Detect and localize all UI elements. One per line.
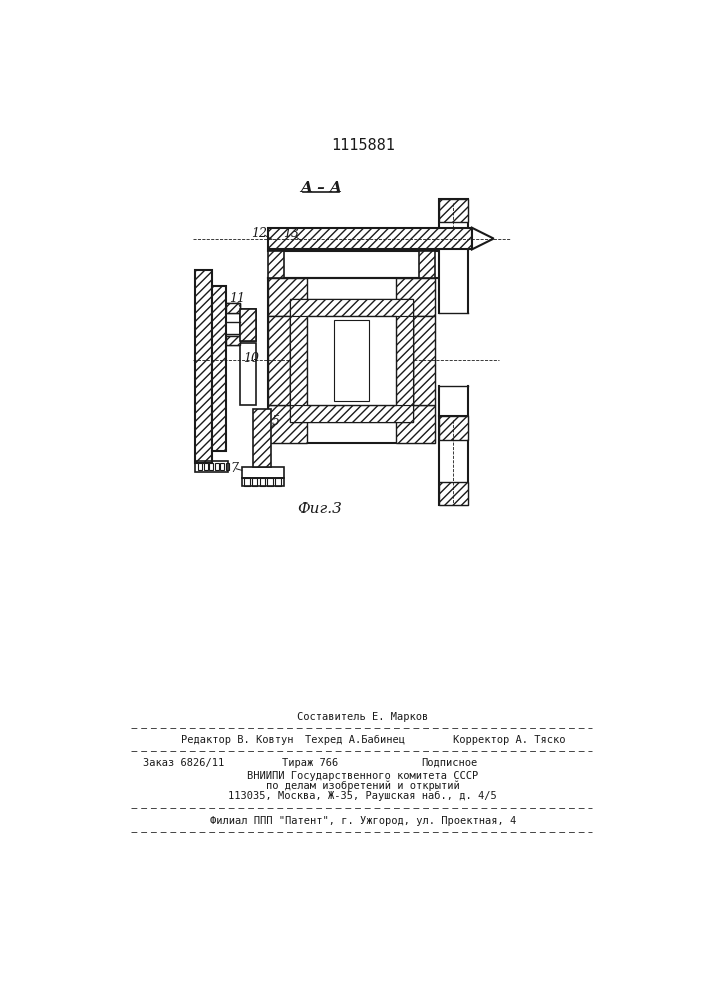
- Text: Фиг.3: Фиг.3: [297, 502, 341, 516]
- Text: Подписное: Подписное: [421, 758, 478, 768]
- Bar: [199, 463, 202, 470]
- Bar: [438, 482, 468, 505]
- Bar: [259, 478, 265, 486]
- Bar: [226, 303, 240, 312]
- Text: 11: 11: [229, 292, 245, 305]
- Text: 12: 12: [251, 227, 267, 240]
- Bar: [419, 251, 435, 278]
- Bar: [226, 303, 240, 312]
- Bar: [242, 466, 284, 478]
- Bar: [334, 320, 369, 401]
- Bar: [438, 199, 468, 222]
- Text: Редактор В. Ковтун: Редактор В. Ковтун: [182, 735, 294, 745]
- Text: Составитель Е. Марков: Составитель Е. Марков: [297, 712, 428, 722]
- Bar: [268, 278, 307, 316]
- Bar: [268, 316, 290, 405]
- Bar: [267, 478, 273, 486]
- Text: Тираж 766: Тираж 766: [282, 758, 339, 768]
- Text: по делам изобретений и открытий: по делам изобретений и открытий: [266, 781, 460, 791]
- Bar: [438, 416, 468, 440]
- Polygon shape: [472, 228, 493, 249]
- Text: Техред А.Бабинец: Техред А.Бабинец: [305, 735, 405, 745]
- Text: ВНИИПИ Государственного комитета СССР: ВНИИПИ Государственного комитета СССР: [247, 771, 479, 781]
- Bar: [275, 478, 281, 486]
- Bar: [244, 478, 250, 486]
- Bar: [307, 316, 396, 405]
- Bar: [212, 286, 226, 451]
- Bar: [226, 336, 240, 345]
- Bar: [268, 405, 307, 443]
- Text: Корректор А. Тяско: Корректор А. Тяско: [452, 735, 565, 745]
- Bar: [290, 299, 413, 422]
- Text: A – A: A – A: [300, 181, 341, 195]
- Bar: [290, 405, 413, 422]
- Bar: [396, 405, 435, 443]
- Text: Филиал ППП "Патент", г. Ужгород, ул. Проектная, 4: Филиал ППП "Патент", г. Ужгород, ул. Про…: [209, 816, 516, 826]
- Text: 113035, Москва, Ж-35, Раушская наб., д. 4/5: 113035, Москва, Ж-35, Раушская наб., д. …: [228, 791, 497, 801]
- Bar: [226, 463, 230, 470]
- Bar: [209, 463, 213, 470]
- Bar: [396, 278, 435, 316]
- Bar: [226, 336, 240, 345]
- Bar: [252, 478, 257, 486]
- Bar: [240, 309, 256, 341]
- Bar: [220, 463, 224, 470]
- Bar: [215, 463, 218, 470]
- Bar: [195, 270, 212, 463]
- Bar: [413, 316, 435, 405]
- Text: 5: 5: [272, 415, 280, 428]
- Bar: [204, 463, 208, 470]
- Bar: [438, 416, 468, 505]
- Bar: [253, 409, 271, 466]
- Text: 7: 7: [230, 462, 238, 475]
- Bar: [268, 278, 435, 443]
- Bar: [438, 199, 468, 246]
- Bar: [240, 309, 256, 341]
- Bar: [268, 228, 472, 249]
- Text: 13: 13: [284, 227, 300, 240]
- Bar: [242, 478, 284, 486]
- Bar: [195, 461, 228, 472]
- Bar: [290, 299, 413, 316]
- Bar: [268, 251, 284, 278]
- Bar: [396, 316, 413, 405]
- Bar: [240, 343, 256, 405]
- Text: 10: 10: [243, 352, 259, 365]
- Bar: [290, 316, 307, 405]
- Text: 1115881: 1115881: [331, 138, 395, 153]
- Text: Заказ 6826/11: Заказ 6826/11: [143, 758, 224, 768]
